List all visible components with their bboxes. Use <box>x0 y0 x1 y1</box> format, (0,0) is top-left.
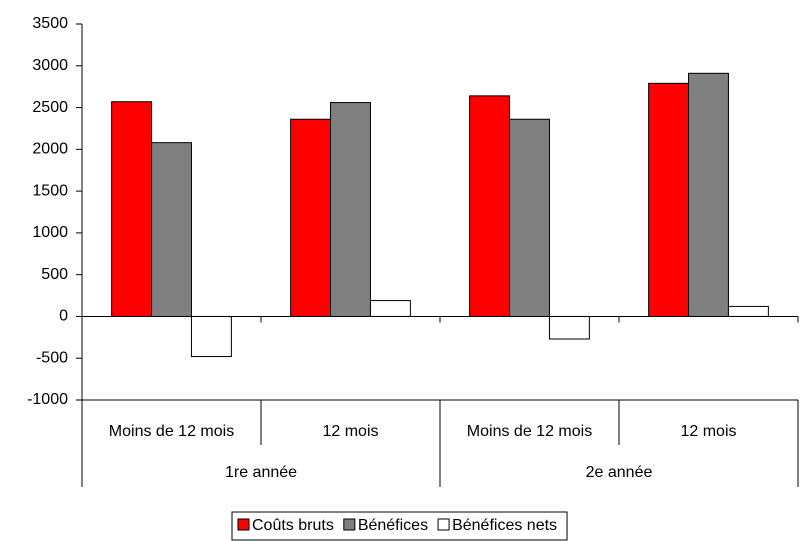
bar <box>190 315 232 358</box>
y-tick-label: 0 <box>59 308 68 325</box>
bar <box>369 300 411 317</box>
group-label: 1re année <box>225 464 297 481</box>
x-tick-label: Moins de 12 mois <box>109 423 234 440</box>
legend-swatch <box>343 518 356 531</box>
legend-label: Bénéfices <box>358 517 428 534</box>
bar <box>509 118 550 317</box>
legend-label: Coûts bruts <box>252 517 334 534</box>
bar <box>727 305 769 317</box>
y-tick-label: 2500 <box>32 99 68 116</box>
bar <box>648 82 690 317</box>
bar <box>688 72 729 317</box>
bar <box>151 142 192 317</box>
y-tick-label: 3000 <box>32 57 68 74</box>
y-tick-label: 500 <box>41 266 68 283</box>
y-tick-label: -1000 <box>27 391 68 408</box>
y-tick-label: 1000 <box>32 224 68 241</box>
bar <box>548 315 590 340</box>
y-tick-label: -500 <box>36 349 68 366</box>
y-tick-label: 1500 <box>32 182 68 199</box>
y-tick-label: 3500 <box>32 15 68 32</box>
x-tick-label: Moins de 12 mois <box>467 423 592 440</box>
y-tick-label: 2000 <box>32 141 68 158</box>
bar <box>469 95 511 317</box>
legend-swatch <box>437 518 450 531</box>
bar <box>330 102 371 317</box>
x-tick-label: 12 mois <box>680 423 736 440</box>
x-tick-label: 12 mois <box>322 423 378 440</box>
legend-swatch <box>237 518 250 531</box>
bar <box>111 101 153 317</box>
bar <box>290 118 332 317</box>
legend-box <box>231 511 568 541</box>
legend-label: Bénéfices nets <box>452 517 557 534</box>
group-label: 2e année <box>586 464 653 481</box>
